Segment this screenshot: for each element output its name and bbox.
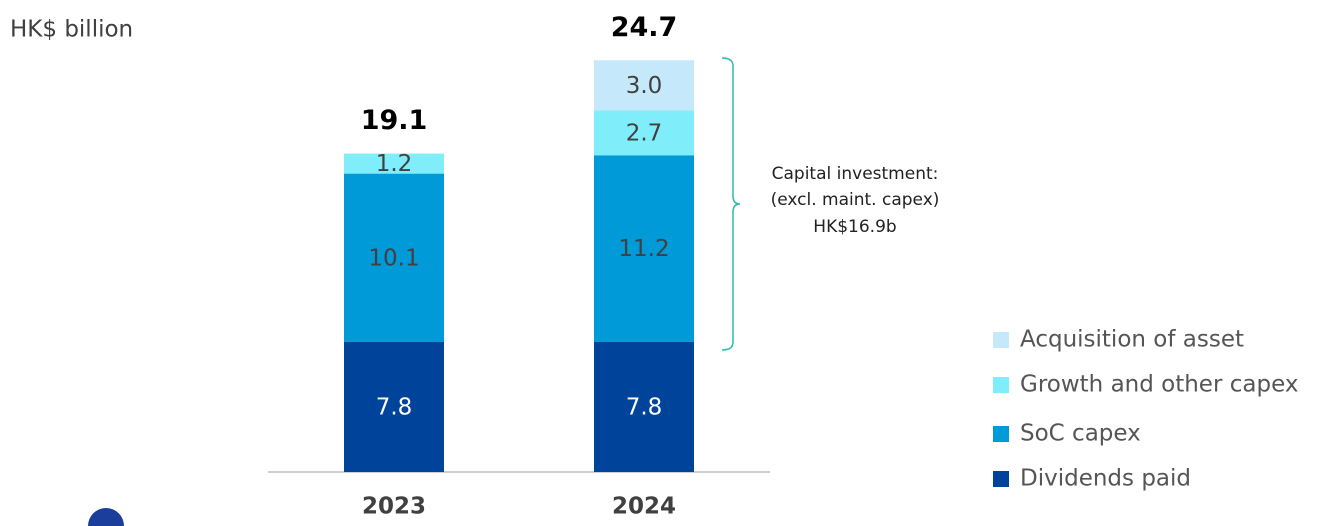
logo	[88, 508, 124, 526]
legend-label: SoC capex	[1020, 421, 1141, 447]
data-label: 7.8	[626, 394, 663, 420]
legend-label: Dividends paid	[1020, 466, 1191, 492]
legend-swatch	[993, 332, 1009, 348]
annotation: (excl. maint. capex)	[771, 190, 940, 210]
annotation: Capital investment:	[772, 164, 939, 184]
total-label: 24.7	[611, 12, 678, 43]
legend-swatch	[993, 426, 1009, 442]
data-label: 1.2	[376, 151, 413, 177]
bar-segment	[344, 173, 444, 342]
bar-segment	[594, 341, 694, 472]
data-label: 2.7	[626, 120, 663, 146]
data-label: 10.1	[368, 245, 419, 271]
legend-label: Growth and other capex	[1020, 372, 1298, 398]
x-tick-label: 2024	[612, 494, 676, 520]
x-tick-label: 2023	[362, 494, 426, 520]
data-label: 11.2	[618, 236, 669, 262]
bar-segment	[594, 155, 694, 342]
bar-segment	[344, 341, 444, 472]
total-label: 19.1	[361, 105, 428, 136]
data-label: 3.0	[626, 73, 663, 99]
bar-segment	[594, 60, 694, 111]
y-label: HK$ billion	[10, 17, 133, 43]
bracket	[721, 57, 741, 351]
bar-segment	[344, 153, 444, 174]
legend-label: Acquisition of asset	[1020, 327, 1244, 353]
annotation: HK$16.9b	[813, 217, 896, 237]
legend-swatch	[993, 377, 1009, 393]
data-label: 7.8	[376, 394, 413, 420]
bar-segment	[594, 110, 694, 156]
legend-swatch	[993, 471, 1009, 487]
